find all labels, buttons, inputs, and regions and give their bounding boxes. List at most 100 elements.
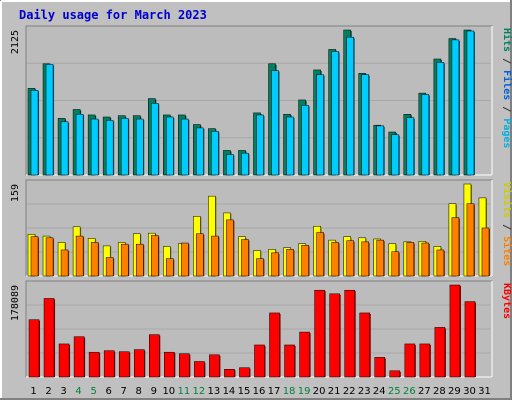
bar-files-day-2	[45, 64, 54, 176]
day-label-15: 15	[238, 386, 251, 397]
bar-kbytes-day-6	[103, 350, 115, 378]
legend-entry: Visits	[501, 182, 512, 218]
bar-kbytes-day-21	[329, 293, 340, 378]
bar-sites-day-21	[331, 242, 339, 277]
bar-kbytes-day-9	[149, 334, 160, 378]
bar-sites-day-7	[120, 243, 129, 277]
day-label-13: 13	[208, 386, 221, 397]
legend-entry: /	[501, 52, 512, 70]
day-label-18: 18	[283, 386, 296, 397]
day-label-25: 25	[388, 386, 401, 397]
bar-sites-day-10	[166, 258, 174, 277]
bar-kbytes-day-18	[284, 344, 295, 378]
day-label-20: 20	[313, 386, 326, 397]
bar-kbytes-day-29	[449, 284, 461, 378]
bar-files-day-8	[135, 118, 144, 176]
bar-kbytes-day-25	[389, 370, 401, 378]
bar-sites-day-31	[481, 227, 490, 277]
bar-kbytes-day-16	[254, 344, 265, 378]
day-label-12: 12	[193, 386, 206, 397]
bar-sites-day-12	[196, 233, 204, 277]
bar-files-day-12	[196, 127, 204, 176]
y-max-label-middle: 159	[10, 184, 21, 202]
bar-files-day-4	[75, 114, 84, 176]
day-label-30: 30	[463, 386, 476, 397]
bar-files-day-26	[406, 117, 415, 176]
bar-files-day-23	[361, 74, 369, 176]
legend-bottom: KBytes	[501, 283, 512, 319]
day-label-3: 3	[60, 386, 66, 397]
bar-sites-day-11	[181, 242, 189, 277]
bar-kbytes-day-24	[374, 357, 386, 378]
day-label-7: 7	[121, 386, 127, 397]
bar-sites-day-28	[436, 249, 445, 277]
bar-sites-day-13	[211, 235, 219, 277]
day-label-23: 23	[358, 386, 371, 397]
day-label-1: 1	[30, 386, 36, 397]
day-label-11: 11	[177, 386, 190, 397]
bar-kbytes-day-1	[28, 319, 40, 378]
bar-kbytes-day-5	[88, 351, 100, 378]
day-label-6: 6	[105, 386, 111, 397]
day-labels: 1 2 3 4 5 6 7 8 9 10 11 12 13 14 15 16 17 18 19 20 21 22 23 24 2…	[30, 386, 491, 397]
bar-sites-day-25	[391, 251, 400, 277]
bar-kbytes-day-30	[464, 301, 476, 378]
bar-sites-day-9	[151, 235, 159, 277]
bar-kbytes-day-14	[224, 369, 235, 378]
bar-kbytes-day-2	[43, 298, 55, 378]
bar-sites-day-1	[30, 236, 39, 277]
day-label-17: 17	[268, 386, 281, 397]
bar-sites-day-5	[90, 242, 99, 277]
bar-files-day-1	[30, 90, 39, 176]
bar-sites-day-16	[256, 258, 264, 277]
bar-kbytes-day-10	[164, 351, 175, 378]
bar-sites-day-26	[406, 242, 415, 277]
bar-sites-day-20	[316, 232, 324, 277]
day-label-24: 24	[373, 386, 386, 397]
bar-sites-day-19	[301, 245, 309, 277]
bar-files-day-30	[466, 30, 475, 176]
bar-files-day-28	[436, 62, 445, 176]
visits-sites-panel: 159 Visits / Sites	[10, 179, 512, 277]
day-label-10: 10	[162, 386, 175, 397]
bar-sites-day-29	[451, 217, 460, 277]
legend-entry: Files	[501, 70, 512, 100]
bar-files-day-10	[166, 116, 174, 176]
bar-files-day-3	[60, 121, 69, 176]
bar-sites-day-23	[361, 241, 369, 277]
bar-kbytes-day-19	[299, 331, 310, 378]
bar-sites-day-3	[60, 249, 69, 277]
bar-sites-day-30	[466, 203, 475, 277]
legend-top: Hits / Files / Pages	[501, 28, 512, 148]
bar-sites-day-22	[346, 240, 354, 277]
bar-kbytes-day-27	[419, 343, 431, 378]
bar-kbytes-day-3	[58, 343, 70, 378]
day-label-27: 27	[418, 386, 431, 397]
bar-files-day-11	[181, 118, 189, 176]
day-label-5: 5	[90, 386, 96, 397]
bar-files-day-9	[151, 103, 159, 176]
day-label-31: 31	[478, 386, 491, 397]
bar-sites-day-8	[135, 243, 144, 277]
bar-files-day-6	[105, 120, 114, 176]
bar-kbytes-day-26	[404, 343, 416, 378]
legend-middle: Visits / Sites	[501, 182, 512, 266]
bar-kbytes-day-28	[434, 327, 446, 378]
bar-kbytes-day-23	[359, 312, 370, 378]
chart-title: Daily usage for March 2023	[19, 8, 207, 22]
bar-sites-day-6	[105, 257, 114, 277]
legend-entry: /	[501, 100, 512, 118]
bar-sites-day-27	[421, 242, 430, 277]
bar-files-day-18	[286, 116, 294, 176]
bar-files-day-19	[301, 105, 309, 176]
bar-kbytes-day-8	[133, 349, 145, 378]
legend-entry: Hits	[501, 28, 512, 52]
y-max-label-bottom: 178089	[10, 285, 21, 321]
bar-sites-day-24	[376, 239, 385, 277]
day-label-14: 14	[223, 386, 236, 397]
day-label-22: 22	[343, 386, 356, 397]
day-label-21: 21	[328, 386, 341, 397]
bar-files-day-27	[421, 94, 430, 176]
bar-files-day-14	[226, 154, 234, 176]
